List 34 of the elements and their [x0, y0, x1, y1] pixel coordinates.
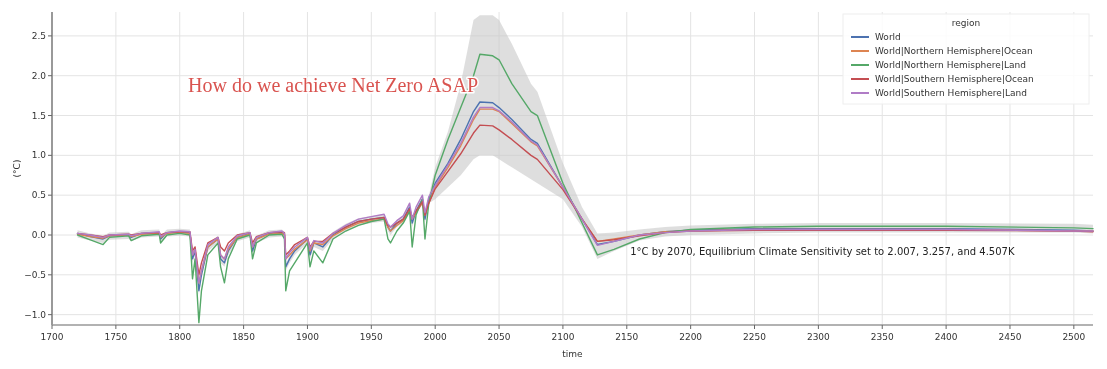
y-tick-label: −0.5 — [24, 269, 46, 280]
x-tick-label: 1800 — [168, 332, 192, 342]
legend-label: World|Northern Hemisphere|Ocean — [875, 46, 1033, 56]
x-tick-label: 2000 — [423, 332, 447, 342]
legend-label: World — [875, 32, 901, 42]
x-tick-label: 2500 — [1062, 332, 1086, 342]
y-tick-label: 2.5 — [31, 30, 46, 41]
x-tick-label: 2250 — [743, 332, 767, 342]
y-tick-label: −1.0 — [24, 309, 47, 320]
y-tick-label: 0.5 — [31, 190, 46, 201]
legend-label: World|Southern Hemisphere|Land — [875, 88, 1027, 98]
y-tick-label: 0.0 — [31, 230, 47, 240]
x-tick-label: 1950 — [359, 332, 384, 342]
y-tick-label: 1.5 — [31, 110, 46, 121]
x-axis-title: time — [562, 349, 584, 359]
x-tick-label: 1900 — [296, 332, 320, 342]
x-tick-label: 2100 — [551, 332, 575, 342]
x-tick-label: 2450 — [998, 332, 1022, 342]
x-tick-label: 2050 — [487, 332, 511, 342]
y-tick-label: 1.0 — [31, 150, 47, 161]
x-tick-label: 2150 — [615, 332, 639, 342]
x-tick-label: 2200 — [679, 332, 703, 342]
x-tick-label: 1700 — [40, 332, 64, 342]
x-tick-label: 2400 — [934, 332, 958, 342]
legend-label: World|Southern Hemisphere|Ocean — [875, 74, 1034, 84]
x-tick-label: 2350 — [870, 332, 894, 342]
annotation: 1°C by 2070, Equilibrium Climate Sensitivity set to 2.007, 3.257, and 4.507K — [630, 245, 1015, 257]
x-tick-label: 1850 — [232, 332, 256, 342]
x-tick-label: 2300 — [806, 332, 831, 342]
y-axis-title: (°C) — [12, 159, 22, 178]
legend-label: World|Northern Hemisphere|Land — [875, 60, 1026, 70]
x-tick-label: 1750 — [104, 332, 128, 342]
legend-title: region — [951, 18, 981, 28]
y-tick-label: 2.0 — [31, 70, 47, 81]
